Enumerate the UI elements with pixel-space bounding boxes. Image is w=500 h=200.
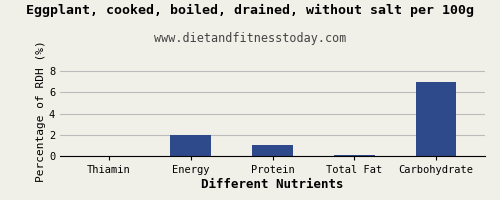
Text: www.dietandfitnesstoday.com: www.dietandfitnesstoday.com (154, 32, 346, 45)
Y-axis label: Percentage of RDH (%): Percentage of RDH (%) (36, 40, 46, 182)
Bar (170, 135, 211, 156)
Bar (334, 155, 374, 156)
X-axis label: Different Nutrients: Different Nutrients (201, 178, 344, 191)
Text: Eggplant, cooked, boiled, drained, without salt per 100g: Eggplant, cooked, boiled, drained, witho… (26, 4, 474, 17)
Bar (416, 82, 457, 156)
Bar (252, 145, 293, 156)
